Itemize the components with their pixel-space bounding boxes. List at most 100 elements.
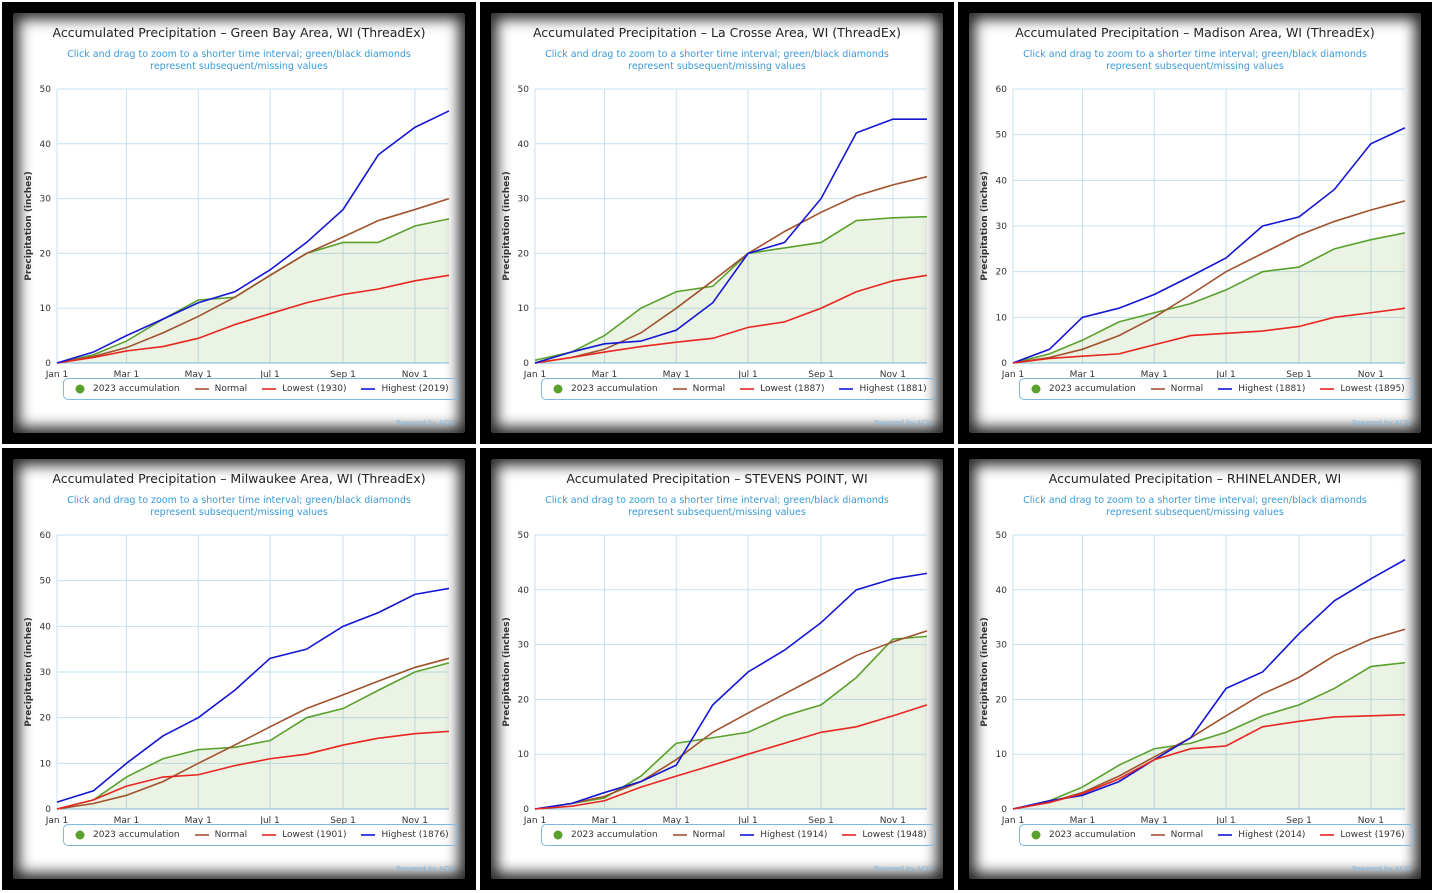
plot: Jan 1 Mar 1 May 1 Jul 1 Sep 1 Nov 1 0 10 20 30 40 5… bbox=[502, 85, 928, 379]
legend-label: Lowest (1901) bbox=[282, 830, 347, 840]
chart-subtitle: Click and drag to zoom to a shorter time… bbox=[545, 495, 889, 518]
x-tick-label: Sep 1 bbox=[808, 370, 834, 379]
y-tick-label: 40 bbox=[996, 586, 1008, 596]
x-tick-label: Nov 1 bbox=[880, 816, 906, 825]
legend-swatch bbox=[1031, 384, 1041, 394]
y-axis-label: Precipitation (inches) bbox=[502, 171, 512, 281]
series-line bbox=[534, 572, 928, 810]
legend-swatch bbox=[672, 388, 687, 390]
legend-item: Highest (1914) bbox=[739, 830, 827, 840]
x-tick-label: Jan 1 bbox=[1001, 816, 1024, 825]
y-tick-label: 20 bbox=[518, 249, 530, 259]
y-axis-label: Precipitation (inches) bbox=[502, 617, 512, 727]
legend-swatch bbox=[1218, 834, 1233, 836]
legend-swatch bbox=[1218, 388, 1233, 390]
legend-swatch bbox=[75, 830, 85, 840]
legend-item: 2023 accumulation bbox=[550, 384, 658, 394]
x-tick-label: Nov 1 bbox=[880, 370, 906, 379]
legend-item: Lowest (1887) bbox=[739, 384, 824, 394]
x-tick-label: Nov 1 bbox=[1358, 816, 1384, 825]
legend-swatch bbox=[839, 388, 854, 390]
x-tick-label: Jul 1 bbox=[1215, 816, 1235, 825]
legend-label: Normal bbox=[692, 830, 726, 840]
x-tick-label: Jan 1 bbox=[45, 370, 68, 379]
y-tick-label: 10 bbox=[40, 759, 52, 769]
y-tick-label: 10 bbox=[518, 304, 530, 314]
y-tick-label: 30 bbox=[996, 641, 1008, 651]
chart-title: Accumulated Precipitation – Green Bay Ar… bbox=[52, 25, 426, 40]
series-line bbox=[56, 662, 450, 810]
x-tick-label: Jul 1 bbox=[259, 370, 279, 379]
legend-label: Lowest (1895) bbox=[1340, 384, 1405, 394]
area-fill bbox=[1013, 662, 1405, 809]
chart-panel: Accumulated Precipitation – STEVENS POIN… bbox=[480, 448, 954, 890]
legend-label: Normal bbox=[692, 384, 726, 394]
series-line bbox=[1012, 232, 1406, 364]
chart-subtitle: Click and drag to zoom to a shorter time… bbox=[67, 495, 411, 518]
x-tick-label: Sep 1 bbox=[1286, 370, 1312, 379]
legend-label: Normal bbox=[214, 830, 248, 840]
legend-swatch bbox=[75, 384, 85, 394]
series-line bbox=[1012, 713, 1406, 810]
legend-item: Normal bbox=[194, 384, 247, 394]
y-axis-label: Precipitation (inches) bbox=[980, 171, 990, 281]
x-tick-label: Mar 1 bbox=[592, 816, 618, 825]
legend-label: 2023 accumulation bbox=[571, 830, 658, 840]
credit: Powered by ACIS bbox=[874, 419, 933, 427]
legend-item: Lowest (1901) bbox=[261, 830, 346, 840]
x-tick-label: Jan 1 bbox=[523, 816, 546, 825]
y-tick-label: 0 bbox=[523, 359, 529, 369]
legend-label: Highest (2014) bbox=[1238, 830, 1306, 840]
y-tick-label: 0 bbox=[1001, 359, 1007, 369]
chart-card: Accumulated Precipitation – RHINELANDER,… bbox=[969, 459, 1421, 879]
chart-subtitle: Click and drag to zoom to a shorter time… bbox=[545, 49, 889, 72]
plot: Jan 1 Mar 1 May 1 Jul 1 Sep 1 Nov 1 0 10 20 30 40 5… bbox=[980, 531, 1406, 825]
legend-label: 2023 accumulation bbox=[1049, 384, 1136, 394]
legend-marker bbox=[553, 384, 563, 394]
y-tick-label: 30 bbox=[40, 195, 52, 205]
x-tick-label: Jan 1 bbox=[1001, 370, 1024, 379]
legend-swatch bbox=[672, 834, 687, 836]
chart-subtitle: Click and drag to zoom to a shorter time… bbox=[1023, 49, 1367, 72]
y-axis-label: Precipitation (inches) bbox=[24, 171, 34, 281]
legend-label: Highest (1914) bbox=[760, 830, 828, 840]
y-tick-label: 50 bbox=[518, 85, 530, 95]
chart-title: Accumulated Precipitation – Madison Area… bbox=[1015, 25, 1375, 40]
legend-label: Highest (2019) bbox=[381, 384, 449, 394]
legend-swatch bbox=[553, 830, 563, 840]
legend-item: Normal bbox=[672, 384, 726, 394]
y-tick-label: 60 bbox=[40, 531, 52, 541]
legend-label: Highest (1881) bbox=[859, 384, 927, 394]
legend-label: 2023 accumulation bbox=[93, 830, 180, 840]
x-tick-label: Nov 1 bbox=[1358, 370, 1384, 379]
y-tick-label: 20 bbox=[996, 268, 1008, 278]
x-tick-label: Jan 1 bbox=[45, 816, 68, 825]
legend-label: 2023 accumulation bbox=[571, 384, 658, 394]
y-tick-label: 0 bbox=[1001, 805, 1007, 815]
plot: Jan 1 Mar 1 May 1 Jul 1 Sep 1 Nov 1 0 10 20 30 40 5… bbox=[24, 531, 450, 825]
x-tick-label: May 1 bbox=[185, 370, 212, 379]
y-tick-label: 40 bbox=[518, 140, 530, 150]
chart-title: Accumulated Precipitation – La Crosse Ar… bbox=[532, 25, 902, 40]
chart-panel: Accumulated Precipitation – La Crosse Ar… bbox=[480, 2, 954, 444]
x-tick-label: Sep 1 bbox=[330, 816, 356, 825]
x-tick-label: Mar 1 bbox=[114, 370, 140, 379]
y-tick-label: 20 bbox=[518, 695, 530, 705]
x-tick-label: Sep 1 bbox=[808, 816, 834, 825]
legend-item: 2023 accumulation bbox=[550, 830, 658, 840]
y-tick-label: 0 bbox=[45, 359, 51, 369]
legend-item: Normal bbox=[672, 830, 726, 840]
x-tick-label: Jul 1 bbox=[1215, 370, 1235, 379]
y-tick-label: 50 bbox=[40, 577, 52, 587]
chart-card: Accumulated Precipitation – Green Bay Ar… bbox=[13, 13, 465, 433]
series-line bbox=[56, 587, 450, 803]
credit: Powered by ACIS bbox=[1352, 865, 1411, 873]
y-tick-label: 50 bbox=[518, 531, 530, 541]
chart-card: Accumulated Precipitation – Milwaukee Ar… bbox=[13, 459, 465, 879]
x-tick-label: Nov 1 bbox=[402, 370, 428, 379]
y-tick-label: 30 bbox=[996, 222, 1008, 232]
legend-label: Lowest (1976) bbox=[1340, 830, 1405, 840]
y-tick-label: 30 bbox=[518, 641, 530, 651]
area-fill bbox=[57, 218, 449, 363]
